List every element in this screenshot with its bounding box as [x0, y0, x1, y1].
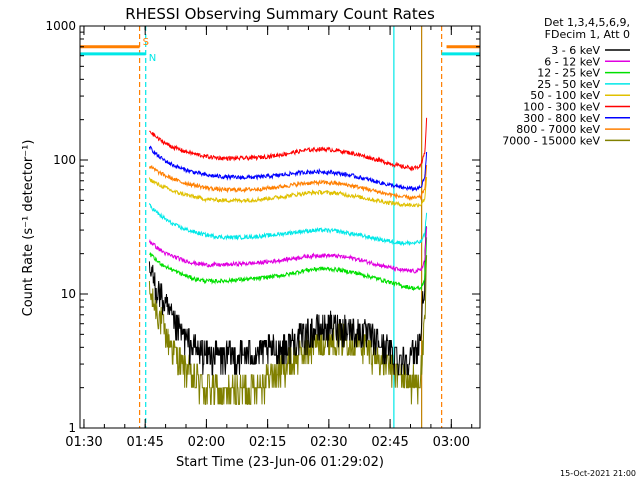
y-tick-label: 10 — [61, 287, 76, 301]
legend-header-text: FDecim 1, Att 0 — [545, 28, 630, 41]
series-line — [148, 203, 428, 247]
series-line — [148, 226, 428, 376]
legend-entry-label: 25 - 50 keV — [537, 78, 600, 91]
legend: Det 1,3,4,5,6,9,FDecim 1, Att 0 3 - 6 keV… — [502, 16, 630, 147]
chart-title: RHESSI Observing Summary Count Rates — [125, 5, 435, 23]
legend-entry-label: 12 - 25 keV — [537, 67, 600, 80]
attenuator-state-label: S — [143, 37, 149, 48]
y-tick-label: 1000 — [45, 19, 76, 33]
x-axis-label: Start Time (23-Jun-06 01:29:02) — [176, 455, 384, 470]
night-state-label: N — [149, 53, 156, 64]
series-line — [149, 117, 428, 172]
y-tick-label: 100 — [53, 153, 76, 167]
series-line — [148, 227, 428, 274]
y-axis-label: Count Rate (s⁻¹ detector⁻¹) — [21, 140, 36, 317]
series-line — [148, 176, 428, 208]
x-tick-label: 02:00 — [188, 435, 225, 450]
legend-entry-label: 100 - 300 keV — [523, 101, 600, 114]
legend-entry-label: 800 - 7000 keV — [516, 123, 600, 136]
series-lines — [148, 117, 428, 405]
axes: 1 10 100 1000 01:30 01:45 02:00 02:15 02:30 02:45… — [45, 19, 481, 450]
legend-header-text: Det 1,3,4,5,6,9, — [544, 16, 630, 29]
legend-entry-label: 50 - 100 keV — [530, 89, 600, 102]
x-tick-label: 01:30 — [65, 435, 102, 450]
plot-frame — [79, 25, 481, 429]
x-tick-label: 03:00 — [433, 435, 470, 450]
series-line — [149, 237, 428, 292]
x-tick-label: 02:30 — [310, 435, 347, 450]
legend-entry-label: 7000 - 15000 keV — [502, 134, 600, 147]
legend-entry-label: 6 - 12 keV — [544, 55, 600, 68]
legend-entry-label: 3 - 6 keV — [551, 44, 600, 57]
series-line — [148, 164, 428, 201]
series-line — [148, 145, 428, 192]
legend-entry-label: 300 - 800 keV — [523, 112, 600, 125]
x-tick-label: 02:45 — [371, 435, 408, 450]
timestamp: 15-Oct-2021 21:00 — [560, 469, 636, 478]
y-tick-label: 1 — [68, 421, 76, 435]
x-tick-label: 02:15 — [249, 435, 286, 450]
x-tick-label: 01:45 — [126, 435, 163, 450]
